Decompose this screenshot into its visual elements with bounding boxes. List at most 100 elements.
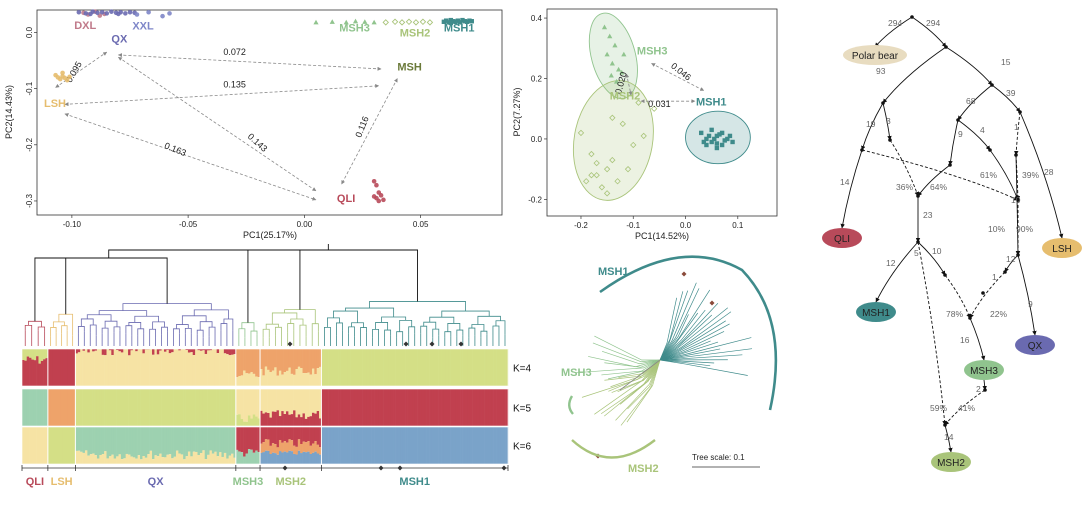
- admixture-bar: [140, 389, 143, 426]
- admixture-bar: [43, 389, 46, 426]
- admixture-bar: [31, 427, 35, 464]
- point-msh2: [593, 159, 600, 167]
- admixture-bar: [178, 389, 182, 426]
- admixture-bar: [260, 427, 263, 444]
- admixture-bar: [80, 451, 83, 464]
- admixture-bar: [276, 454, 280, 464]
- admixture-bar: [288, 367, 292, 386]
- graph-edge: [969, 317, 986, 361]
- edge-label: 12: [886, 258, 896, 268]
- edge-label: 39%: [1022, 170, 1039, 180]
- pca1-frame: [36, 9, 503, 216]
- admixture-bar: [364, 427, 368, 464]
- admixture-bar: [412, 389, 416, 426]
- admixture-bar: [445, 389, 449, 426]
- admixture-bar: [448, 427, 451, 464]
- sample-marker: [403, 341, 409, 347]
- distance-arrow: [625, 73, 633, 96]
- admixture-bar: [125, 349, 129, 386]
- admixture-bar: [424, 389, 427, 426]
- admixture-bar: [288, 439, 292, 451]
- graph-node-msh1: [856, 302, 896, 322]
- admixture-bar: [243, 456, 246, 464]
- point-msh1: [714, 145, 720, 151]
- dendro-branch: [173, 328, 180, 334]
- admixture-bar: [488, 389, 492, 426]
- admixture-bar: [374, 389, 377, 426]
- admixture-bar: [149, 450, 153, 464]
- point-msh3: [343, 19, 349, 25]
- admixture-bar: [469, 349, 473, 386]
- admixture-bar: [45, 358, 49, 386]
- admixture-bar: [290, 389, 294, 415]
- point-msh2: [382, 19, 389, 26]
- admixture-bar: [452, 427, 456, 464]
- admixture-bar: [26, 356, 30, 386]
- point-msh3: [313, 19, 319, 25]
- edge-label: 78%: [946, 309, 963, 319]
- admixture-bar: [307, 389, 310, 417]
- admixture-bar: [171, 458, 174, 464]
- admixture-bar: [238, 349, 241, 377]
- admixture-bar: [168, 427, 172, 455]
- admixture-bar: [154, 389, 158, 426]
- admixture-bar: [187, 352, 191, 386]
- admixture-bar: [400, 349, 404, 386]
- admixture-bar: [316, 410, 320, 426]
- tree-branch: [659, 340, 711, 361]
- admixture-bar: [178, 350, 182, 386]
- tree-branch: [659, 348, 753, 361]
- admixture-bar: [309, 416, 313, 426]
- admixture-bar: [243, 370, 246, 386]
- edge-label: 39: [1006, 88, 1016, 98]
- edge-label: 10: [932, 246, 942, 256]
- admixture-bar: [173, 389, 177, 426]
- point-msh1: [714, 133, 720, 139]
- admixture-bar: [476, 349, 480, 386]
- admixture-bar: [359, 427, 363, 464]
- admixture-bar: [80, 389, 83, 426]
- admixture-bar: [245, 427, 249, 454]
- admixture-bar: [281, 452, 284, 464]
- tree-branch: [659, 354, 743, 361]
- graph-node: [943, 423, 947, 427]
- dendro-branch: [196, 329, 204, 338]
- admixture-bar: [106, 389, 110, 426]
- x-tick-label: -0.2: [574, 221, 588, 230]
- admixture-bar: [137, 455, 141, 464]
- admixture-bar: [405, 427, 408, 464]
- admixture-bar: [283, 427, 287, 442]
- admixture-bar: [125, 389, 129, 426]
- admixture-bar: [171, 349, 174, 353]
- admixture-bar: [235, 449, 239, 464]
- edge-label: 1: [992, 272, 997, 282]
- admixture-bar: [338, 427, 341, 464]
- admixture-bar: [92, 351, 95, 386]
- point-msh2: [619, 120, 626, 127]
- edge-label: 28: [1044, 167, 1054, 177]
- point-msh2: [588, 150, 595, 158]
- graph-edge: [944, 389, 986, 426]
- admixture-bar: [221, 389, 225, 426]
- admixture-bar: [120, 459, 124, 464]
- tree-branch: [659, 320, 726, 361]
- admixture-bar: [99, 455, 103, 464]
- dendro-clade: [239, 249, 418, 302]
- admixture-bar: [276, 389, 280, 411]
- admixture-bar: [276, 410, 280, 426]
- admixture-bar: [311, 349, 315, 369]
- admixture-bar: [269, 371, 273, 386]
- admixture-bar: [264, 427, 268, 440]
- admixture-bar: [400, 389, 404, 426]
- admixture-bar: [33, 389, 37, 426]
- point-msh1: [722, 138, 727, 143]
- admixture-bar: [424, 427, 427, 464]
- admixture-bar: [457, 389, 461, 426]
- admixture-bar: [137, 427, 141, 456]
- admixture-bar: [267, 349, 270, 370]
- point-msh1: [725, 136, 730, 142]
- admixture-bar: [238, 451, 241, 464]
- admixture-bar: [352, 349, 356, 386]
- admixture-bar: [414, 349, 418, 386]
